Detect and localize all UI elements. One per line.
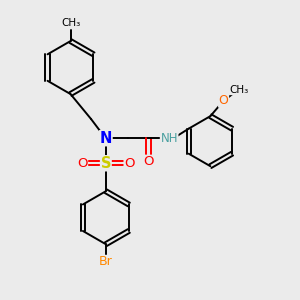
Text: CH₃: CH₃ — [61, 18, 80, 28]
Text: O: O — [219, 94, 229, 107]
Text: O: O — [77, 157, 88, 170]
Text: NH: NH — [160, 132, 178, 145]
Text: CH₃: CH₃ — [230, 85, 249, 94]
Text: O: O — [124, 157, 135, 170]
Text: Br: Br — [99, 255, 113, 268]
Text: S: S — [100, 156, 111, 171]
Text: O: O — [143, 155, 154, 168]
Text: N: N — [100, 131, 112, 146]
